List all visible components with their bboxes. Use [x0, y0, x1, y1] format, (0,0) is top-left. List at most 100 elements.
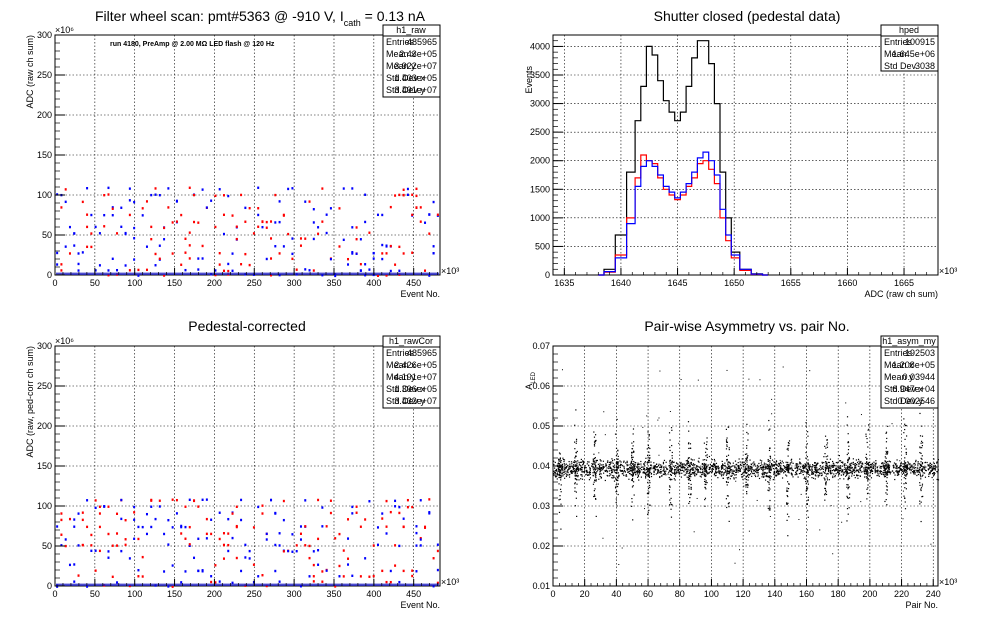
asym-spike-point — [632, 519, 634, 521]
asym-point — [873, 461, 875, 463]
asym-point — [929, 472, 931, 474]
raw-xtick-label: 250 — [247, 278, 262, 288]
asym-outlier — [604, 434, 606, 436]
cor-mark — [137, 525, 140, 529]
asym-point — [621, 469, 624, 472]
asym-spike-point — [704, 467, 706, 469]
asym-point — [643, 471, 645, 473]
asym-point — [660, 466, 662, 468]
asym-spike-point — [727, 467, 729, 469]
asym-spike-point — [576, 515, 578, 517]
asym-point — [888, 464, 890, 466]
asym-point — [565, 467, 568, 469]
asym-point — [655, 466, 657, 468]
asym-spike-point — [887, 467, 889, 469]
asym-point — [879, 467, 881, 469]
asym-spike-point — [593, 460, 595, 462]
asym-point — [689, 473, 691, 475]
asym-spike-point — [885, 492, 887, 494]
raw-mark — [180, 213, 183, 217]
asym-point — [896, 464, 898, 467]
asym-spike-point — [594, 475, 597, 477]
raw-mark — [227, 269, 230, 273]
asym-point — [791, 461, 793, 463]
asym-point — [623, 469, 625, 471]
asym-outlier — [743, 485, 745, 487]
asym-point — [799, 463, 801, 465]
asym-point — [692, 463, 695, 465]
asym-spike-point — [615, 484, 617, 486]
asym-spike-point — [632, 477, 634, 480]
asym-spike-point — [905, 453, 907, 455]
asym-point — [746, 459, 748, 461]
asym-point — [608, 475, 610, 477]
asym-ytick-label: 0.04 — [532, 461, 550, 471]
asym-point — [640, 476, 643, 478]
asym-point — [602, 465, 604, 468]
cor-mark — [137, 537, 140, 541]
asym-point — [660, 471, 662, 473]
asym-point — [687, 469, 689, 471]
asym-point — [573, 464, 575, 466]
raw-mark — [77, 252, 80, 255]
asym-point — [638, 471, 640, 473]
ped-stats-value: 3038 — [915, 61, 935, 71]
cor-mark — [351, 505, 354, 509]
asym-spike-point — [921, 496, 923, 498]
asym-spike-point — [647, 456, 649, 458]
asym-outlier — [680, 379, 682, 381]
asym-point — [578, 461, 580, 464]
asym-point — [605, 465, 607, 467]
asym-point — [932, 468, 934, 470]
asym-point — [764, 472, 767, 474]
cor-mark — [163, 570, 166, 573]
asym-point — [640, 463, 642, 465]
asym-spike-point — [593, 463, 595, 465]
asym-point — [596, 459, 599, 462]
raw-mark — [98, 232, 101, 235]
asym-spike-point — [617, 458, 619, 460]
raw-y-exponent: ×10⁶ — [55, 25, 74, 35]
raw-mark — [359, 238, 362, 241]
asym-point — [744, 467, 746, 470]
raw-mark — [436, 213, 439, 216]
asym-spike-point — [706, 465, 708, 468]
asym-point — [722, 477, 724, 479]
asym-point — [885, 473, 887, 475]
raw-mark — [342, 238, 345, 242]
asym-point — [900, 465, 902, 467]
asym-spike-point — [575, 497, 577, 499]
asym-spike-point — [824, 453, 826, 455]
asym-point — [928, 468, 930, 470]
asym-point — [879, 470, 881, 472]
asym-point — [605, 469, 607, 471]
asym-spike-point — [595, 459, 597, 462]
asym-point — [715, 474, 717, 477]
asym-spike-point — [728, 447, 730, 449]
cor-mark — [81, 518, 84, 522]
asym-point — [673, 472, 675, 474]
asym-point — [743, 470, 745, 472]
cor-mark — [188, 525, 191, 529]
asym-point — [602, 467, 604, 469]
asym-xtick-label: 220 — [894, 589, 909, 599]
asym-outlier — [899, 460, 901, 462]
asym-stats-key: Mean y — [884, 372, 914, 382]
asym-point — [871, 462, 874, 464]
asym-spike-point — [768, 487, 770, 489]
asym-point — [703, 466, 705, 469]
cor-mark — [98, 549, 101, 553]
asym-spike-point — [867, 492, 869, 494]
asym-spike-point — [787, 502, 789, 504]
asym-point — [856, 461, 859, 463]
asym-point — [670, 462, 672, 464]
asym-point — [684, 469, 686, 471]
asym-spike-point — [615, 491, 617, 493]
asym-spike-point — [592, 483, 595, 485]
asym-spike-point — [648, 472, 650, 474]
asym-spike-point — [825, 456, 827, 458]
cor-mark — [317, 537, 320, 541]
asym-spike-point — [727, 454, 730, 456]
asym-spike-point — [648, 484, 651, 487]
asym-point — [828, 461, 830, 464]
